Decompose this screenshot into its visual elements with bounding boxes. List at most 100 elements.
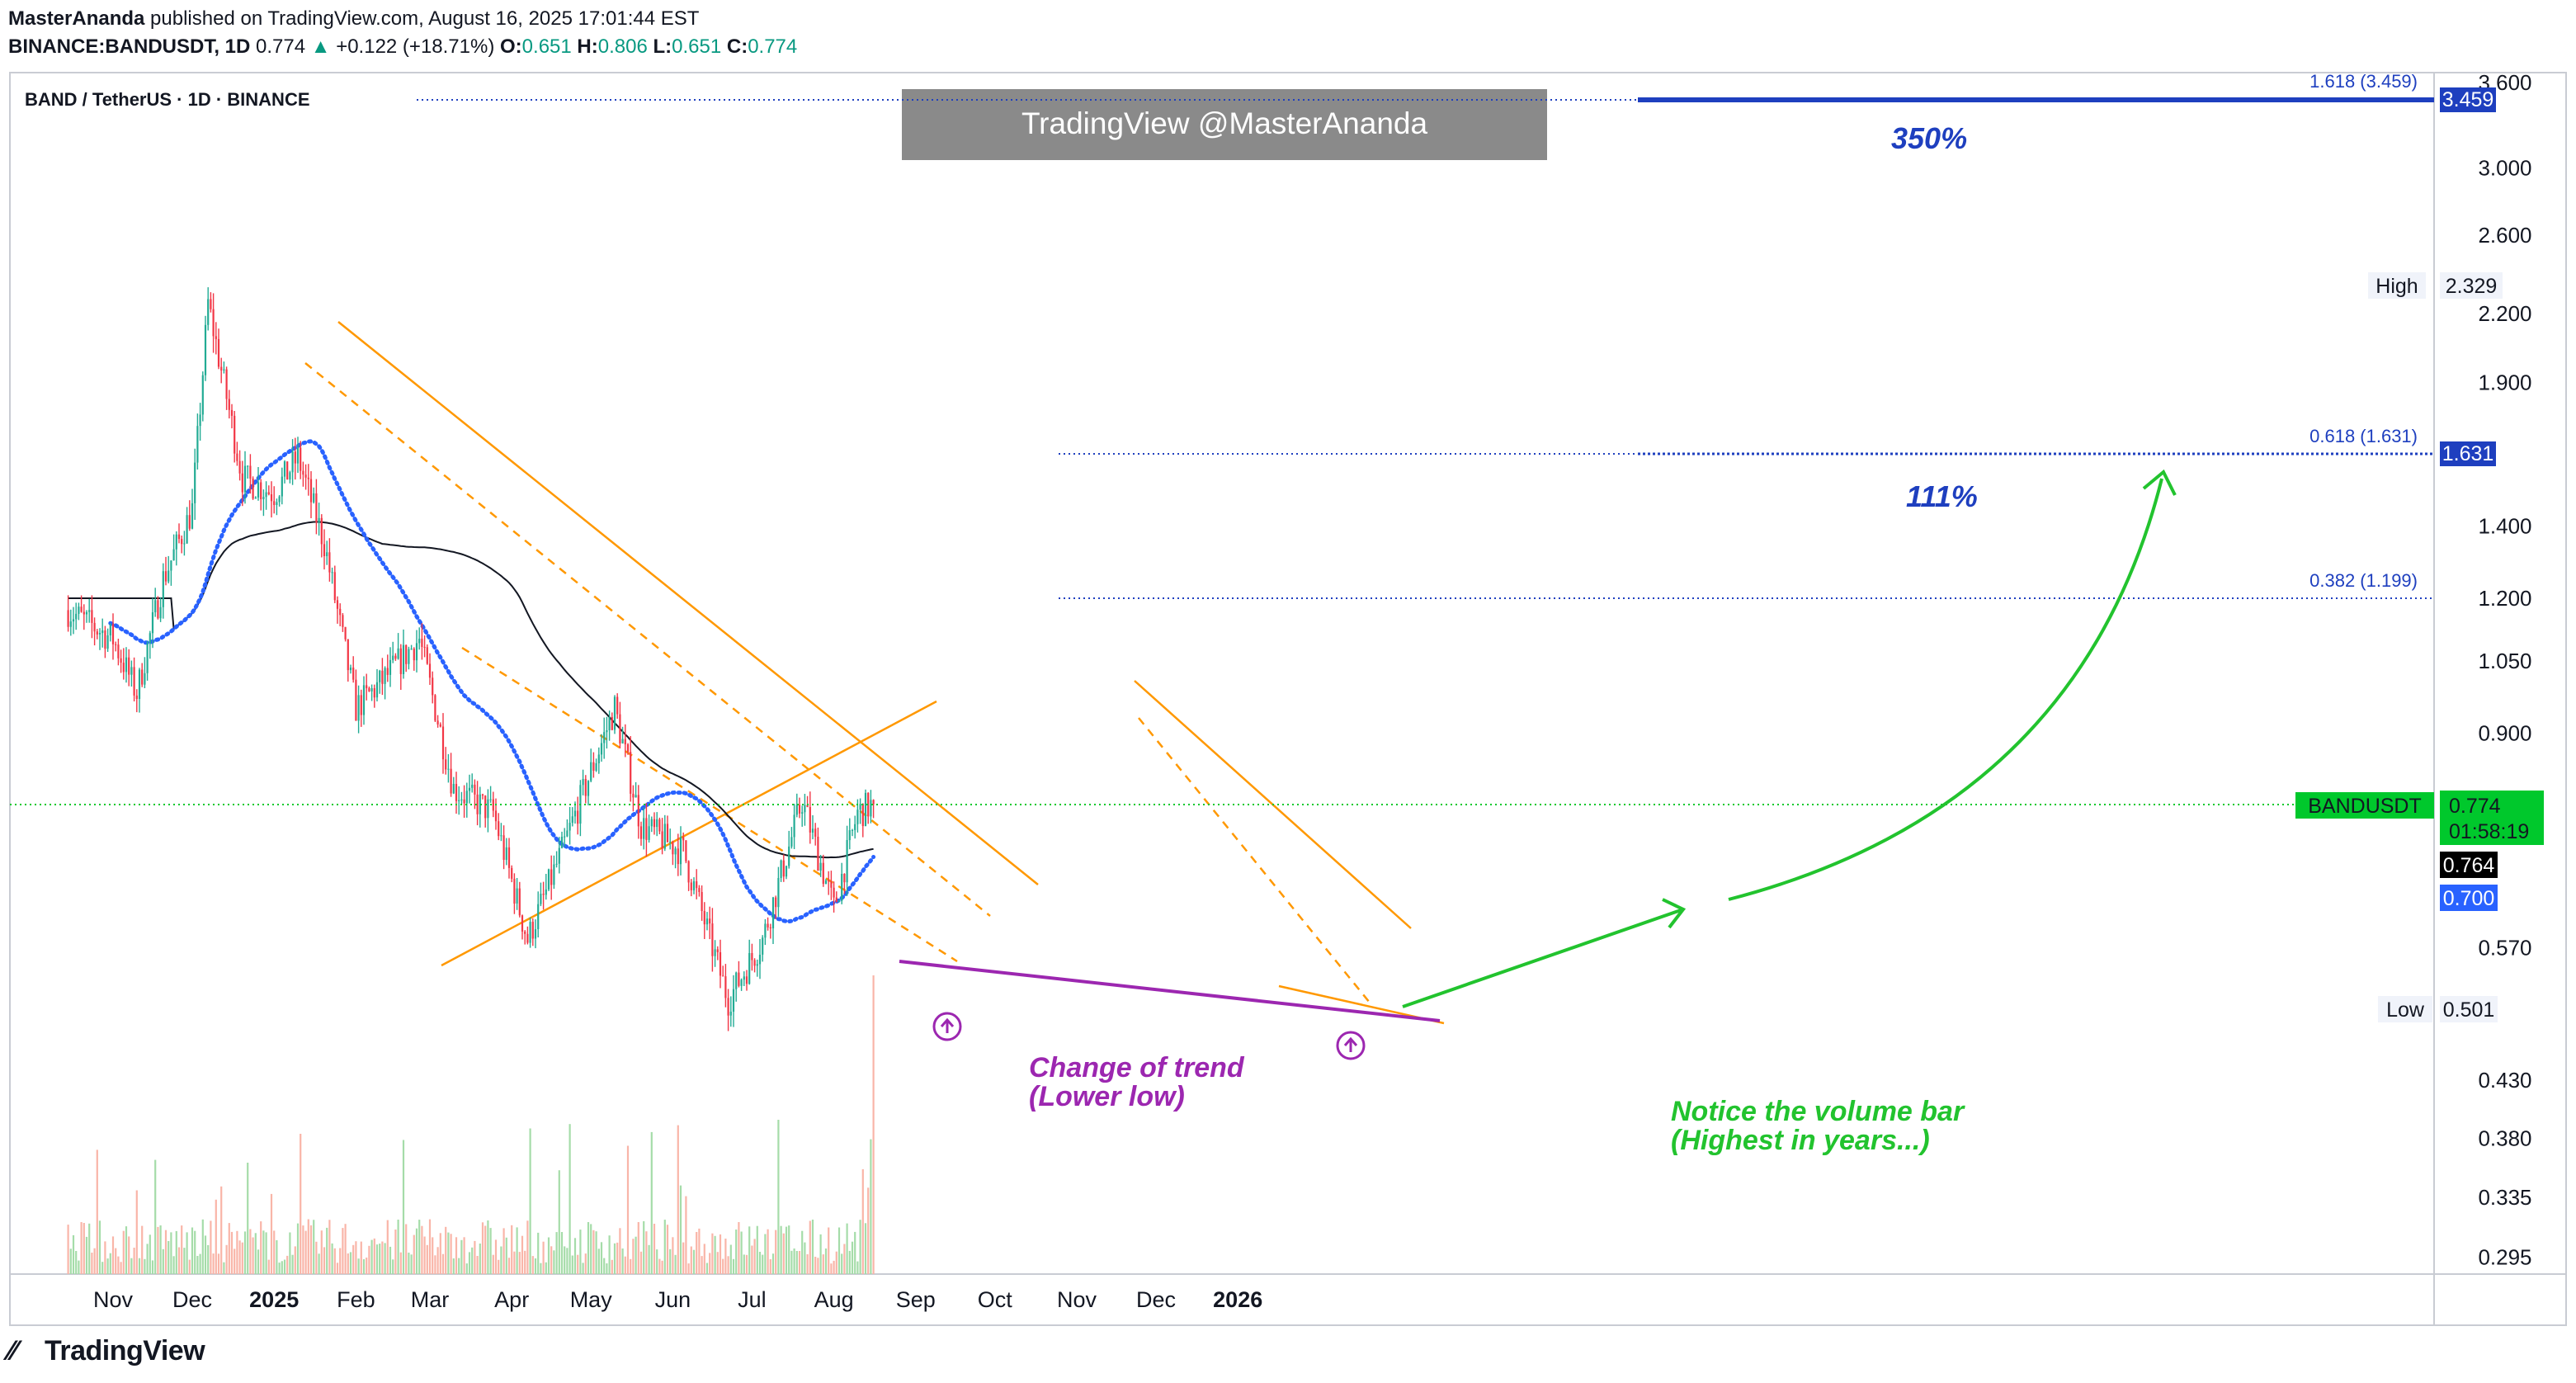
price-axis[interactable]: 3.6003.0002.6002.2001.9001.4001.2001.050… — [2478, 70, 2531, 1270]
candle-body — [716, 949, 719, 952]
volume-bar — [701, 1256, 703, 1274]
volume-bar — [85, 1236, 88, 1274]
publish-line: MasterAnanda published on TradingView.co… — [8, 5, 1989, 33]
volume-bar — [450, 1234, 452, 1274]
volume-bar — [780, 1225, 782, 1274]
candle-body — [775, 897, 777, 908]
volume-bar — [162, 1248, 164, 1274]
volume-bar — [421, 1225, 423, 1274]
channel-line[interactable] — [337, 321, 1039, 885]
volume-bar — [333, 1248, 336, 1274]
candle-body — [685, 840, 687, 861]
candle-body — [788, 846, 790, 866]
projection-arrow[interactable] — [1728, 469, 2177, 901]
volume-bar — [447, 1232, 450, 1274]
volume-bar — [526, 1220, 529, 1274]
close-label: C: — [726, 35, 748, 58]
candle-body — [531, 922, 534, 939]
candle-body — [426, 647, 428, 664]
change-of-trend-line1: Change of trend — [1029, 1052, 1245, 1083]
lower-low-marker-2[interactable] — [1336, 1031, 1366, 1060]
candle-body — [653, 819, 656, 828]
candle-body — [732, 989, 735, 1012]
channel-line[interactable] — [304, 362, 991, 917]
tradingview-brand[interactable]: ⁄⁄ TradingView — [8, 1335, 205, 1367]
candle-body — [120, 658, 122, 663]
candle-body — [273, 501, 276, 505]
open-value: 0.651 — [521, 35, 572, 58]
candle-body — [375, 682, 379, 698]
candle-body — [294, 451, 296, 464]
publisher-name[interactable]: MasterAnanda — [8, 7, 145, 30]
lower-low-trendline[interactable] — [899, 960, 1441, 1022]
volume-bar — [830, 1263, 833, 1274]
uptrend-arrow[interactable] — [1402, 898, 1687, 1008]
candle-body — [270, 494, 273, 502]
candle-body — [500, 835, 502, 837]
candle-body — [243, 465, 247, 493]
volume-bar — [375, 1244, 379, 1274]
volume-bar — [859, 1220, 861, 1274]
ema-dotted-line[interactable] — [108, 439, 876, 924]
fib-0618-badge-text: 1.631 — [2442, 442, 2494, 465]
candle-body — [727, 998, 729, 1016]
pct-111-label: 111% — [1906, 479, 1978, 513]
candle-body — [645, 818, 648, 840]
volume-bar — [384, 1243, 386, 1274]
candle-body — [336, 600, 339, 609]
volume-bar — [366, 1258, 368, 1274]
candle-body — [276, 502, 278, 505]
volume-bar — [645, 1231, 648, 1274]
volume-bar — [630, 1258, 632, 1274]
volume-bar — [513, 1251, 516, 1274]
volume-bar — [260, 1221, 262, 1274]
candle-body — [236, 453, 238, 461]
candle-body — [635, 795, 637, 798]
candle-body — [524, 931, 526, 934]
volume-bar — [426, 1244, 428, 1274]
low-value-text: 0.501 — [2443, 998, 2495, 1022]
volume-bar — [115, 1248, 117, 1274]
lower-low-marker-1[interactable] — [932, 1012, 962, 1041]
channel-line[interactable] — [1138, 717, 1371, 1003]
candle-body — [476, 794, 479, 814]
volume-bar — [328, 1220, 331, 1274]
candle-body — [577, 810, 579, 824]
channel-line[interactable] — [441, 700, 937, 967]
candle-body — [223, 369, 225, 371]
candle-body — [67, 610, 69, 627]
candle-body — [362, 685, 366, 715]
time-tick-label: Dec — [172, 1287, 212, 1312]
candle-body — [584, 779, 587, 796]
volume-bar — [399, 1252, 402, 1274]
volume-bar — [452, 1258, 455, 1274]
time-axis[interactable]: Nov Dec 2025 Feb Mar Apr May Jun Jul Aug Sep Oct Nov… — [93, 1287, 1262, 1312]
volume-bar — [814, 1257, 817, 1274]
volume-bar — [687, 1263, 690, 1274]
long-moving-average-line[interactable] — [68, 521, 874, 859]
volume-bar — [223, 1262, 225, 1274]
volume-bar — [468, 1252, 471, 1274]
volume-bar — [669, 1248, 672, 1274]
candle-body — [785, 866, 788, 877]
volume-bar — [304, 1230, 307, 1274]
candle-body — [507, 847, 511, 868]
volume-bar — [502, 1228, 505, 1274]
volume-bar — [569, 1124, 571, 1274]
candle-body — [91, 610, 93, 623]
volume-bar — [465, 1263, 468, 1274]
candle-body — [696, 881, 698, 889]
candle-body — [370, 688, 373, 692]
candle-body — [474, 784, 476, 795]
candle-body — [379, 670, 381, 682]
candle-body — [111, 624, 115, 644]
volume-bar — [167, 1241, 170, 1274]
candle-body — [138, 669, 141, 699]
candle-body — [447, 768, 450, 770]
time-tick-label: Oct — [978, 1287, 1013, 1312]
volume-bar — [724, 1239, 727, 1274]
volume-bar — [621, 1248, 624, 1274]
candle-body — [421, 639, 423, 647]
candle-body — [291, 451, 294, 473]
